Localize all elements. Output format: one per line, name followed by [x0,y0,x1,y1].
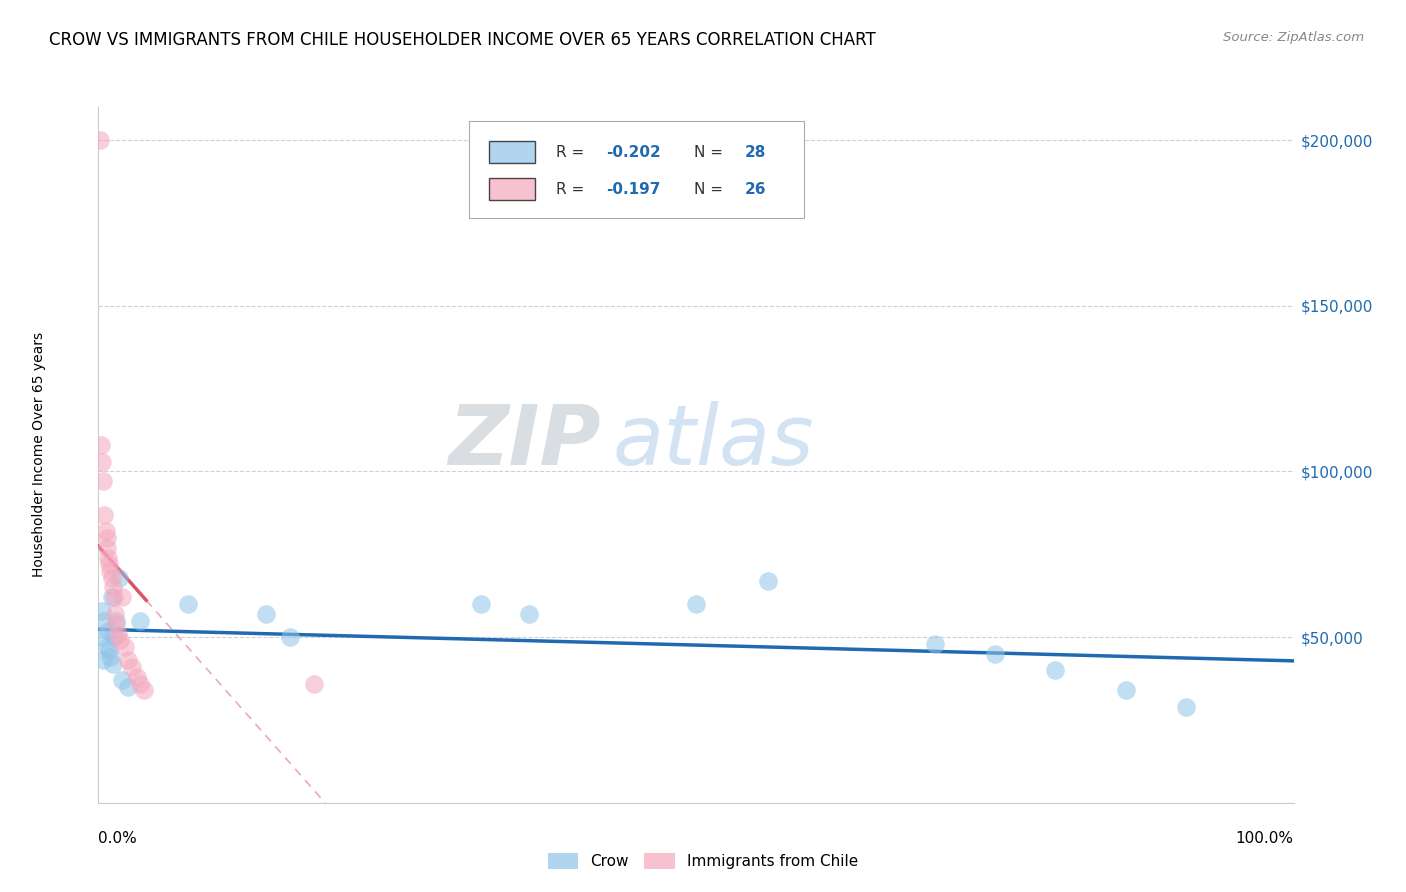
Point [125,670,148,684]
Point [98,558,121,572]
Point [107,627,129,641]
Point [111,591,134,605]
Point [96,640,118,654]
Point [90,438,112,452]
Point [685,597,707,611]
Legend: Crow, Immigrants from Chile: Crow, Immigrants from Chile [541,847,865,875]
Point [98,650,122,665]
Point [103,591,125,605]
Point [105,614,128,628]
Point [93,614,115,628]
Point [97,550,120,565]
Point [121,660,143,674]
Point [117,653,139,667]
Point [129,614,152,628]
Point [984,647,1007,661]
FancyBboxPatch shape [470,121,804,219]
Text: R =: R = [557,145,589,160]
Text: atlas: atlas [613,401,814,482]
FancyBboxPatch shape [489,141,534,163]
Text: -0.202: -0.202 [606,145,661,160]
Point [132,683,155,698]
Point [101,581,124,595]
Text: R =: R = [557,182,589,196]
Point [111,673,134,688]
Text: CROW VS IMMIGRANTS FROM CHILE HOUSEHOLDER INCOME OVER 65 YEARS CORRELATION CHART: CROW VS IMMIGRANTS FROM CHILE HOUSEHOLDE… [49,31,876,49]
Point [302,676,325,690]
Point [1115,683,1137,698]
Point [96,541,118,555]
Point [107,570,129,584]
Point [93,508,115,522]
Point [94,524,117,538]
Point [1043,663,1066,677]
FancyBboxPatch shape [489,178,534,201]
Text: 100.0%: 100.0% [1236,830,1294,846]
Point [177,597,200,611]
Text: Householder Income Over 65 years: Householder Income Over 65 years [32,333,45,577]
Text: N =: N = [693,145,727,160]
Point [89,133,111,147]
Text: N =: N = [693,182,727,196]
Point [470,597,492,611]
Point [100,570,122,584]
Point [117,680,139,694]
Point [108,633,131,648]
Point [101,657,124,671]
Point [254,607,277,621]
Point [91,653,114,667]
Text: Source: ZipAtlas.com: Source: ZipAtlas.com [1223,31,1364,45]
Point [96,531,118,545]
Text: 28: 28 [745,145,766,160]
Text: ZIP: ZIP [447,401,600,482]
Point [100,591,122,605]
Point [98,643,121,657]
Point [98,564,122,578]
Text: -0.197: -0.197 [606,182,661,196]
Point [91,604,114,618]
Point [97,624,120,638]
Point [105,616,128,631]
Point [756,574,779,588]
Point [91,454,114,468]
Point [1175,699,1198,714]
Point [278,630,301,644]
Point [924,637,946,651]
Text: 26: 26 [745,182,766,196]
Point [90,630,112,644]
Point [103,630,125,644]
Point [91,475,114,489]
Point [129,676,152,690]
Point [114,640,136,654]
Point [517,607,540,621]
Text: 0.0%: 0.0% [98,830,138,846]
Point [104,607,127,621]
